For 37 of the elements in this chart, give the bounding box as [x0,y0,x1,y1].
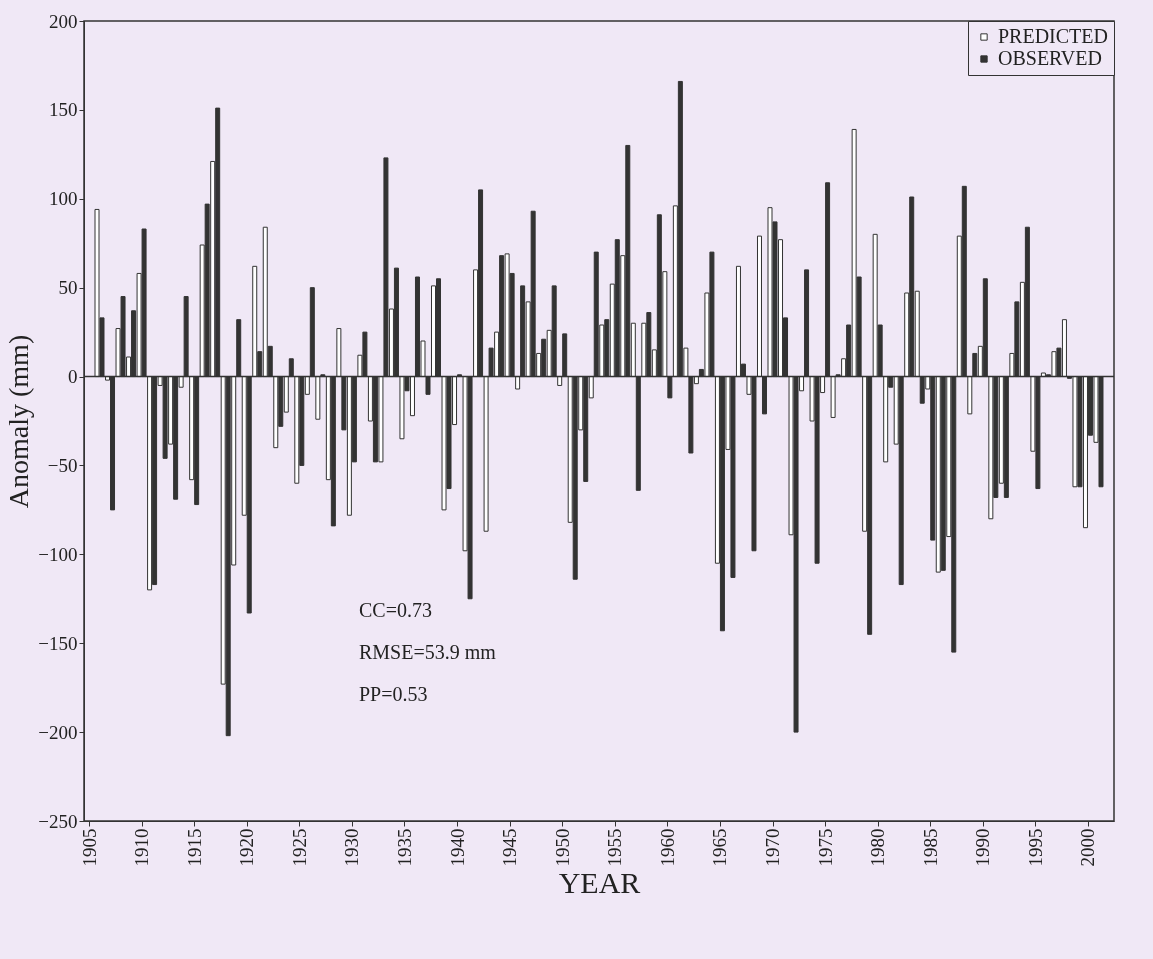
x-tick-label: 1930 [341,828,363,867]
y-tick-label: −250 [38,810,78,832]
y-tick-label: 50 [58,277,78,299]
x-tick-label: 1935 [393,828,415,867]
x-tick-label: 1965 [709,828,731,867]
y-tick-label: −100 [38,543,78,565]
x-tick-label: 1920 [236,828,258,867]
x-tick-label: 1910 [131,828,153,867]
x-tick-label: 1960 [656,828,678,867]
annotation: CC=0.73 [359,599,432,621]
x-tick-label: 1915 [183,828,205,867]
y-axis-title: Anomaly (mm) [3,334,35,509]
x-tick-label: 1940 [446,828,468,867]
x-tick-label: 2000 [1077,828,1099,867]
x-tick-label: 1955 [604,828,626,867]
x-tick-label: 1985 [919,828,941,867]
legend-label: OBSERVED [998,47,1102,69]
x-tick-label: 1945 [499,828,521,867]
legend-label: PREDICTED [998,25,1108,47]
y-tick-label: −200 [38,721,78,743]
x-axis-title: YEAR [558,865,641,899]
y-tick-label: 200 [49,10,78,32]
x-tick-label: 1970 [762,828,784,867]
x-tick-label: 1905 [78,828,100,867]
annotation: RMSE=53.9 mm [359,641,497,663]
annotation: PP=0.53 [359,683,428,705]
y-tick-label: −50 [47,454,78,476]
x-tick-label: 1975 [814,828,836,867]
y-tick-label: 100 [49,188,78,210]
x-tick-label: 1950 [551,828,573,867]
x-tick-label: 1925 [288,828,310,867]
y-tick-label: −150 [38,632,78,654]
y-tick-label: 150 [49,99,78,121]
y-tick-label: 0 [68,366,78,388]
x-tick-label: 1980 [867,828,889,867]
x-tick-label: 1995 [1024,828,1046,867]
x-tick-label: 1990 [972,828,994,867]
